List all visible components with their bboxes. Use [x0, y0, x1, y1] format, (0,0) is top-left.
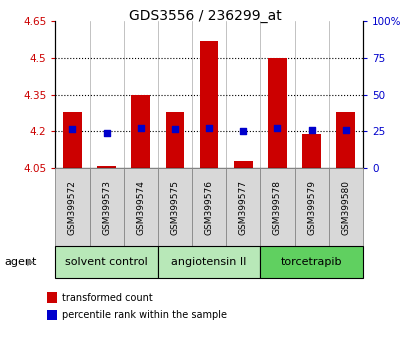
Text: solvent control: solvent control	[65, 257, 148, 267]
Bar	[131, 95, 150, 168]
Text: GSM399578: GSM399578	[272, 179, 281, 235]
Point	[274, 125, 280, 131]
Point	[308, 127, 314, 133]
Bar	[301, 134, 320, 168]
Text: ▶: ▶	[27, 257, 34, 267]
Point	[137, 125, 144, 131]
Point	[69, 126, 76, 132]
Point	[171, 126, 178, 132]
Text: GSM399579: GSM399579	[306, 179, 315, 235]
Bar	[233, 161, 252, 168]
Text: agent: agent	[4, 257, 36, 267]
Text: GSM399574: GSM399574	[136, 179, 145, 235]
Text: GSM399580: GSM399580	[340, 179, 349, 235]
Point	[239, 129, 246, 134]
Text: transformed count: transformed count	[61, 292, 152, 303]
Bar	[199, 41, 218, 168]
Bar	[335, 112, 354, 168]
Text: angiotensin II: angiotensin II	[171, 257, 246, 267]
Bar	[63, 112, 82, 168]
Point	[103, 130, 110, 136]
Bar	[97, 166, 116, 168]
Text: GSM399572: GSM399572	[68, 179, 77, 235]
Text: torcetrapib: torcetrapib	[280, 257, 342, 267]
Point	[205, 125, 212, 131]
Text: GSM399575: GSM399575	[170, 179, 179, 235]
Text: percentile rank within the sample: percentile rank within the sample	[61, 310, 226, 320]
Bar	[165, 112, 184, 168]
Text: GSM399577: GSM399577	[238, 179, 247, 235]
Text: GSM399576: GSM399576	[204, 179, 213, 235]
Point	[342, 127, 348, 133]
Text: GSM399573: GSM399573	[102, 179, 111, 235]
Bar	[267, 58, 286, 168]
Text: GDS3556 / 236299_at: GDS3556 / 236299_at	[128, 9, 281, 23]
